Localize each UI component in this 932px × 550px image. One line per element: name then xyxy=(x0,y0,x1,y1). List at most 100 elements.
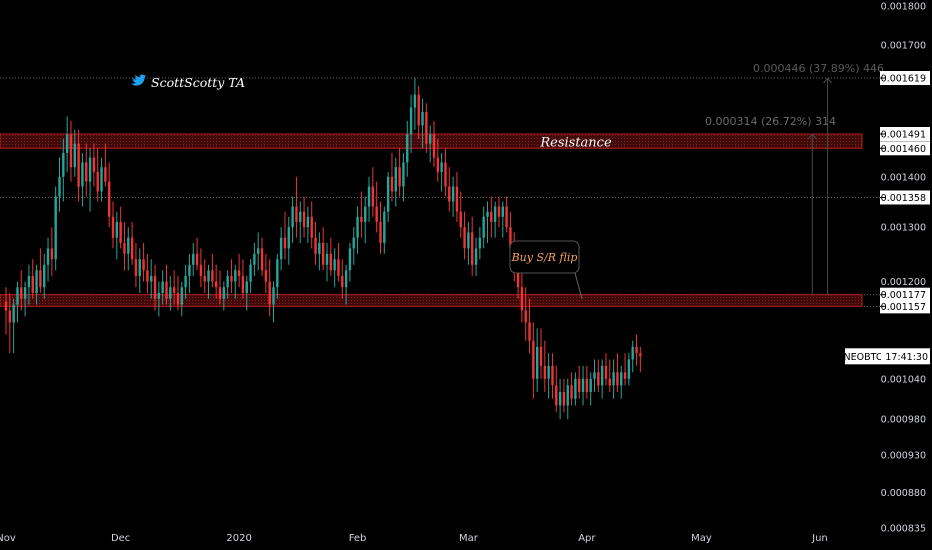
callout-box xyxy=(509,240,580,274)
candle-body xyxy=(245,281,248,293)
measure-arrow xyxy=(807,133,813,140)
x-tick-label: May xyxy=(691,533,712,544)
candle xyxy=(96,148,99,202)
y-tick-label: 0.000880 xyxy=(881,488,926,499)
candle xyxy=(341,259,344,299)
candle xyxy=(482,206,485,249)
candle-body xyxy=(192,253,195,265)
candle xyxy=(295,176,298,238)
candle-body xyxy=(50,248,54,260)
price-label: 0.001460 xyxy=(880,141,930,156)
candle-body xyxy=(551,365,554,386)
candle-body xyxy=(612,372,615,386)
candle-body xyxy=(501,206,504,217)
candle xyxy=(639,346,642,373)
candle-body xyxy=(490,211,493,222)
price-label-text: 0.001177 xyxy=(881,290,926,301)
candle xyxy=(371,167,375,217)
candle xyxy=(539,328,543,379)
candle xyxy=(425,103,428,153)
candle-body xyxy=(142,259,145,271)
candle xyxy=(501,201,504,238)
candle-body xyxy=(195,253,199,265)
candle xyxy=(237,253,241,288)
candle-body xyxy=(184,275,187,288)
candle-body xyxy=(428,134,432,144)
candle-body xyxy=(532,340,535,379)
candle xyxy=(218,270,222,305)
candle xyxy=(77,129,80,202)
candle xyxy=(257,232,260,271)
candle xyxy=(85,143,88,197)
measure-arrow xyxy=(811,133,817,140)
candle xyxy=(604,353,608,386)
candle-body xyxy=(329,253,333,271)
candle-body xyxy=(486,211,489,217)
candle xyxy=(471,216,474,276)
candle-body xyxy=(310,216,313,238)
candle xyxy=(627,353,631,386)
candle xyxy=(635,334,638,366)
price-label-text: 0.001460 xyxy=(881,144,926,155)
candle-body xyxy=(321,243,325,265)
candle xyxy=(276,253,279,299)
price-label-text: 0.001491 xyxy=(881,129,926,140)
candle xyxy=(367,176,371,222)
candle xyxy=(585,365,589,399)
candle-body xyxy=(176,292,180,305)
candle-body xyxy=(138,259,141,276)
candle xyxy=(348,243,352,282)
candle xyxy=(318,232,321,271)
candle xyxy=(287,216,290,265)
candle-body xyxy=(8,310,12,323)
candle-body xyxy=(375,206,378,222)
candle xyxy=(493,201,497,238)
candle xyxy=(440,152,443,192)
buy-callout[interactable]: Buy S/R flip xyxy=(509,240,583,300)
candle xyxy=(100,157,103,202)
candle xyxy=(459,191,462,238)
candle-body xyxy=(31,275,34,293)
candle-body xyxy=(302,211,306,228)
candle-body xyxy=(463,227,466,249)
y-tick-label: 0.001300 xyxy=(881,223,926,234)
candle-body xyxy=(344,270,348,288)
candle xyxy=(119,206,122,249)
candle-body xyxy=(62,152,65,177)
candle xyxy=(299,201,302,244)
candle-body xyxy=(474,248,478,265)
candle-body xyxy=(230,275,233,282)
candle xyxy=(329,237,333,276)
candle-body xyxy=(627,359,631,379)
candle-body xyxy=(451,186,455,202)
candle-body xyxy=(253,253,256,265)
candle xyxy=(612,359,615,399)
candle-body xyxy=(100,167,103,192)
candle xyxy=(130,221,134,265)
author-name: ScottScotty TA xyxy=(151,75,245,90)
candle-body xyxy=(356,216,359,238)
candle xyxy=(524,287,527,341)
measure-label: 0.000314 (26.72%) 314 xyxy=(705,115,836,128)
candle xyxy=(69,120,73,182)
candle-body xyxy=(35,270,38,293)
candle xyxy=(566,378,569,420)
candle-body xyxy=(214,281,218,288)
candle xyxy=(352,227,355,265)
candle xyxy=(92,143,96,187)
candle xyxy=(616,353,619,392)
candle-body xyxy=(436,157,440,172)
candle xyxy=(620,365,623,399)
candle xyxy=(597,359,600,392)
candle-body xyxy=(398,167,401,187)
candle xyxy=(562,378,566,413)
price-label: 0.001157 xyxy=(880,299,930,314)
price-label-box xyxy=(880,190,930,205)
candle xyxy=(20,270,23,311)
y-tick-label: 0.001040 xyxy=(881,374,926,385)
candle xyxy=(153,264,157,311)
candle-body xyxy=(203,275,206,282)
candle xyxy=(364,196,367,244)
candle-body xyxy=(394,167,397,192)
